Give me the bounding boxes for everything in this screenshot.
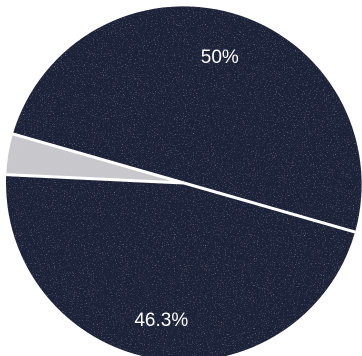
slice-separator-0: [12, 132, 185, 185]
slice-label-1: 46.3%: [134, 310, 188, 331]
slice-label-0: 50%: [201, 47, 239, 68]
slice-separator-1: [183, 181, 356, 234]
pie-slice-0: [12, 6, 362, 233]
slice-labels: 50% 46.3%: [134, 47, 239, 331]
pie-slices: [6, 6, 362, 356]
pie-slice-1: [6, 174, 356, 356]
slice-separator-2: [6, 173, 185, 185]
slice-separators: [6, 132, 356, 234]
